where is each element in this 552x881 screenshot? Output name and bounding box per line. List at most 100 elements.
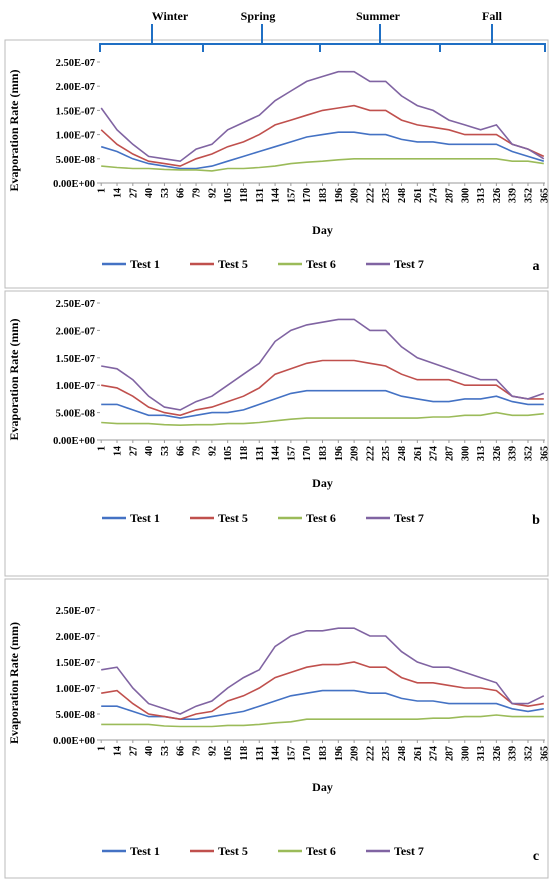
series-line (101, 359, 544, 417)
legend-label: Test 6 (306, 257, 336, 271)
legend-label: Test 5 (218, 257, 248, 271)
x-tick-label: 66 (176, 446, 187, 456)
x-tick-label: 248 (397, 446, 408, 461)
x-tick-label: 157 (286, 446, 297, 461)
x-tick-label: 92 (207, 746, 218, 756)
x-axis-title: Day (312, 476, 333, 490)
x-tick-label: 118 (239, 446, 250, 460)
x-tick-label: 235 (381, 446, 392, 461)
x-tick-label: 105 (223, 188, 234, 203)
x-tick-label: 222 (365, 446, 376, 461)
season-label: Winter (152, 9, 189, 23)
x-tick-label: 365 (539, 188, 550, 203)
x-tick-label: 300 (460, 188, 471, 203)
x-tick-label: 157 (286, 746, 297, 761)
y-tick-label: 0.00E+00 (53, 736, 95, 747)
legend-label: Test 6 (306, 844, 336, 858)
x-tick-label: 261 (413, 746, 424, 761)
legend-label: Test 5 (218, 511, 248, 525)
x-tick-label: 92 (207, 446, 218, 456)
panel-label: a (533, 259, 540, 274)
x-tick-label: 183 (318, 746, 329, 761)
x-tick-label: 40 (144, 188, 155, 198)
x-tick-label: 287 (444, 746, 455, 761)
y-tick-label: 1.00E-07 (56, 684, 95, 695)
legend-label: Test 7 (394, 844, 424, 858)
y-tick-label: 1.50E-07 (56, 106, 95, 117)
x-tick-label: 300 (460, 446, 471, 461)
x-tick-label: 235 (381, 188, 392, 203)
x-tick-label: 118 (239, 188, 250, 202)
y-tick-label: 2.50E-07 (56, 606, 95, 617)
legend-label: Test 1 (130, 257, 160, 271)
x-tick-label: 183 (318, 188, 329, 203)
series-line (101, 389, 544, 419)
series-line (101, 318, 545, 411)
y-tick-label: 1.50E-07 (56, 354, 95, 365)
series-line (101, 158, 544, 172)
y-axis-title: Evaporation Rate (mm) (7, 319, 21, 441)
x-tick-label: 326 (492, 746, 503, 761)
x-tick-label: 157 (286, 188, 297, 203)
panel-frame (4, 290, 549, 577)
x-tick-label: 339 (508, 446, 519, 461)
x-tick-label: 196 (334, 746, 345, 761)
y-tick-label: 1.00E-07 (56, 381, 95, 392)
x-tick-label: 40 (144, 746, 155, 756)
x-tick-label: 313 (476, 188, 487, 203)
panel-label: b (532, 513, 540, 528)
y-tick-label: 5.00E-08 (56, 155, 95, 166)
x-tick-label: 365 (539, 746, 550, 761)
x-tick-label: 131 (255, 188, 266, 203)
y-tick-label: 2.00E-07 (56, 82, 95, 93)
x-tick-label: 365 (539, 446, 550, 461)
series-line (100, 70, 545, 163)
x-tick-label: 27 (128, 746, 139, 756)
x-tick-label: 326 (492, 188, 503, 203)
x-tick-label: 235 (381, 746, 392, 761)
x-tick-label: 144 (271, 746, 282, 761)
series-line (101, 714, 544, 728)
x-tick-label: 14 (113, 446, 124, 456)
x-tick-label: 209 (350, 746, 361, 761)
x-tick-label: 274 (429, 446, 440, 461)
x-tick-label: 92 (207, 188, 218, 198)
x-tick-label: 144 (271, 446, 282, 461)
x-tick-label: 352 (523, 446, 534, 461)
x-tick-label: 79 (192, 188, 203, 198)
x-tick-label: 339 (508, 746, 519, 761)
y-tick-label: 2.50E-07 (56, 299, 95, 310)
x-tick-label: 313 (476, 746, 487, 761)
x-tick-label: 66 (176, 188, 187, 198)
x-tick-label: 274 (429, 746, 440, 761)
y-tick-label: 2.00E-07 (56, 632, 95, 643)
season-label: Fall (482, 9, 503, 23)
x-tick-label: 261 (413, 188, 424, 203)
legend-label: Test 5 (218, 844, 248, 858)
x-tick-label: 222 (365, 188, 376, 203)
x-tick-label: 248 (397, 188, 408, 203)
x-tick-label: 183 (318, 446, 329, 461)
x-tick-label: 14 (113, 188, 124, 198)
x-tick-label: 170 (302, 746, 313, 761)
x-tick-label: 53 (160, 746, 171, 756)
x-tick-label: 209 (350, 188, 361, 203)
x-axis-title: Day (312, 780, 333, 794)
x-tick-label: 352 (523, 188, 534, 203)
series-line (101, 689, 544, 720)
x-tick-label: 105 (223, 746, 234, 761)
y-tick-label: 2.50E-07 (56, 58, 95, 69)
season-brackets (99, 24, 546, 52)
x-tick-label: 1 (97, 188, 108, 193)
legend-label: Test 1 (130, 844, 160, 858)
x-tick-label: 170 (302, 188, 313, 203)
legend-label: Test 7 (394, 511, 424, 525)
x-tick-label: 287 (444, 188, 455, 203)
x-tick-label: 248 (397, 746, 408, 761)
x-tick-label: 66 (176, 746, 187, 756)
season-label: Summer (356, 9, 401, 23)
series-line (101, 627, 545, 715)
x-tick-label: 105 (223, 446, 234, 461)
y-tick-label: 0.00E+00 (53, 436, 95, 447)
y-tick-label: 2.00E-07 (56, 326, 95, 337)
